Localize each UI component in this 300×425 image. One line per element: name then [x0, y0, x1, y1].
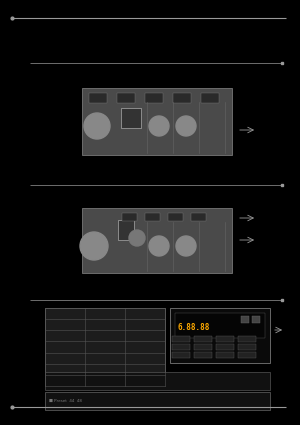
Circle shape [80, 232, 108, 260]
Bar [45, 372, 270, 390]
Bar [89, 93, 107, 103]
Circle shape [176, 116, 196, 136]
Circle shape [129, 230, 145, 246]
Circle shape [84, 113, 110, 139]
Bar [194, 352, 212, 358]
Bar [145, 213, 160, 221]
Bar [170, 308, 270, 363]
Bar [241, 316, 249, 323]
Bar [238, 336, 256, 342]
Bar [172, 344, 190, 350]
Bar [122, 213, 137, 221]
Bar [45, 308, 165, 386]
Circle shape [176, 236, 196, 256]
Bar [118, 220, 134, 240]
Text: 6.88.88: 6.88.88 [178, 323, 210, 332]
Bar [117, 93, 135, 103]
Bar [216, 336, 234, 342]
Bar [168, 213, 183, 221]
Bar [238, 344, 256, 350]
Bar [191, 213, 206, 221]
Bar [194, 344, 212, 350]
Bar [216, 344, 234, 350]
Bar [82, 208, 232, 273]
Bar [194, 336, 212, 342]
Bar [216, 352, 234, 358]
Bar [172, 352, 190, 358]
Bar [82, 88, 232, 155]
Bar [173, 93, 191, 103]
Bar [252, 316, 260, 323]
Bar [238, 352, 256, 358]
Bar [145, 93, 163, 103]
Bar [172, 336, 190, 342]
Bar [45, 392, 270, 410]
Text: ■ Preset  44  48: ■ Preset 44 48 [49, 399, 82, 403]
Bar [121, 108, 141, 128]
Circle shape [149, 236, 169, 256]
Bar [175, 313, 265, 338]
Circle shape [149, 116, 169, 136]
Bar [201, 93, 219, 103]
